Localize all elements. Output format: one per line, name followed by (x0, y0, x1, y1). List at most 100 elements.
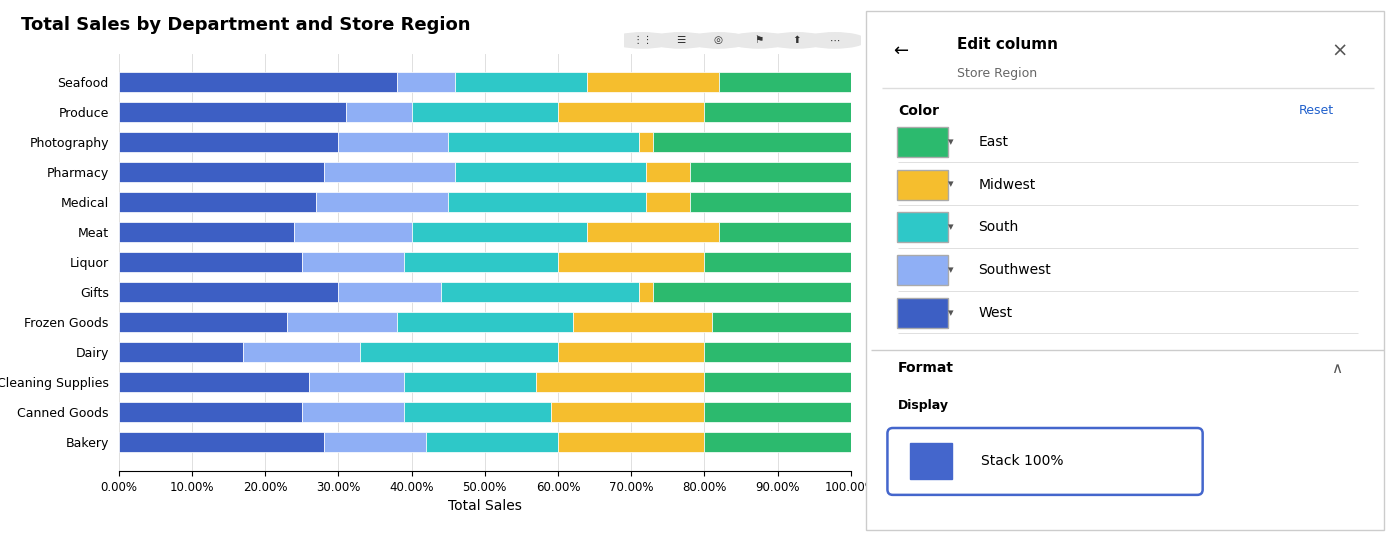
Text: ×: × (1331, 41, 1348, 60)
Bar (119, 223, 294, 242)
FancyBboxPatch shape (897, 298, 947, 328)
Bar (119, 372, 308, 392)
Bar (653, 133, 851, 152)
FancyBboxPatch shape (897, 170, 947, 200)
Bar (324, 432, 427, 452)
Bar (119, 342, 243, 362)
Text: ▾: ▾ (947, 137, 953, 147)
Text: Reset: Reset (1299, 104, 1334, 117)
Bar (119, 282, 338, 302)
Bar (294, 223, 412, 242)
Bar (405, 372, 536, 392)
Circle shape (650, 33, 711, 48)
Circle shape (766, 33, 827, 48)
Text: ⬆: ⬆ (792, 35, 801, 45)
Bar (287, 312, 396, 332)
Bar (119, 72, 396, 92)
FancyBboxPatch shape (866, 11, 1384, 530)
Bar (704, 103, 851, 122)
Bar (646, 163, 689, 182)
Circle shape (728, 33, 790, 48)
Bar (558, 103, 704, 122)
Bar (455, 72, 587, 92)
Bar (587, 223, 720, 242)
Bar (704, 253, 851, 272)
Text: ▾: ▾ (947, 308, 953, 318)
Bar (455, 163, 646, 182)
FancyBboxPatch shape (897, 255, 947, 285)
Text: ▾: ▾ (947, 265, 953, 275)
Bar (119, 163, 324, 182)
Bar (324, 163, 455, 182)
FancyBboxPatch shape (897, 212, 947, 242)
Text: ∧: ∧ (1331, 361, 1342, 376)
Bar (119, 133, 338, 152)
Bar (689, 163, 851, 182)
Bar (360, 342, 558, 362)
Bar (405, 253, 558, 272)
Bar (639, 133, 653, 152)
Bar (711, 312, 851, 332)
Bar (639, 282, 653, 302)
Bar (551, 402, 704, 422)
Bar (704, 432, 851, 452)
FancyBboxPatch shape (910, 443, 951, 479)
Bar (119, 193, 317, 212)
Bar (572, 312, 711, 332)
Text: Display: Display (898, 399, 949, 411)
Text: ←: ← (893, 42, 908, 60)
Bar (720, 72, 851, 92)
Bar (646, 193, 689, 212)
Bar (720, 223, 851, 242)
Text: ⋯: ⋯ (830, 35, 840, 45)
Text: Stack 100%: Stack 100% (981, 454, 1063, 468)
Bar (427, 432, 558, 452)
Text: ✓: ✓ (926, 456, 935, 466)
Bar (317, 193, 448, 212)
Circle shape (611, 33, 674, 48)
Bar (119, 402, 301, 422)
Bar (346, 103, 412, 122)
Text: ⚑: ⚑ (755, 35, 763, 45)
Text: South: South (978, 220, 1018, 234)
Bar (308, 372, 405, 392)
Text: ◎: ◎ (714, 35, 723, 45)
Bar (338, 133, 448, 152)
Bar (243, 342, 360, 362)
FancyBboxPatch shape (897, 127, 947, 157)
Bar (689, 193, 851, 212)
Bar (119, 432, 324, 452)
Bar (536, 372, 704, 392)
Bar (396, 312, 572, 332)
Bar (119, 253, 301, 272)
Text: Edit column: Edit column (957, 37, 1057, 52)
Text: ☰: ☰ (675, 35, 685, 45)
Bar (301, 253, 405, 272)
Text: East: East (978, 135, 1009, 149)
Text: Midwest: Midwest (978, 178, 1035, 192)
Bar (301, 402, 405, 422)
Text: Total Sales by Department and Store Region: Total Sales by Department and Store Regi… (21, 16, 470, 34)
Circle shape (688, 33, 749, 48)
FancyBboxPatch shape (887, 428, 1202, 495)
Bar (558, 432, 704, 452)
Bar (338, 282, 441, 302)
Bar (653, 282, 851, 302)
Text: ⋮⋮: ⋮⋮ (632, 35, 653, 45)
Text: Store Region: Store Region (957, 67, 1036, 80)
Bar (119, 312, 287, 332)
Bar (704, 342, 851, 362)
Bar (412, 103, 558, 122)
Bar (704, 402, 851, 422)
Circle shape (804, 33, 865, 48)
Bar (448, 133, 639, 152)
Text: Color: Color (898, 104, 939, 118)
Bar (448, 193, 646, 212)
Bar (558, 253, 704, 272)
Text: West: West (978, 306, 1013, 320)
Bar (405, 402, 551, 422)
X-axis label: Total Sales: Total Sales (448, 499, 522, 513)
Bar (119, 103, 346, 122)
Bar (441, 282, 639, 302)
Text: Format: Format (898, 361, 954, 375)
